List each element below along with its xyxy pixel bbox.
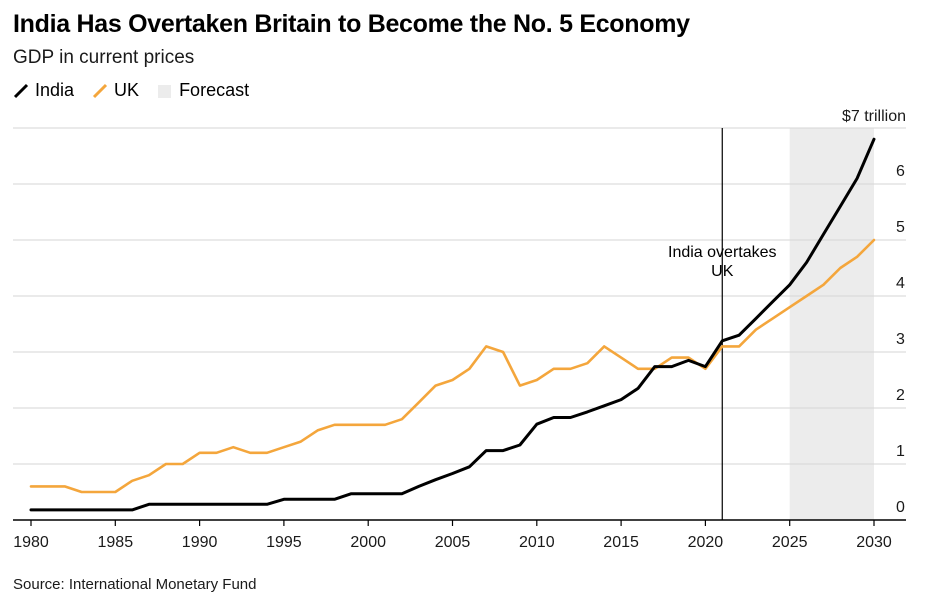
uk-swatch-icon — [92, 83, 108, 98]
x-tick-label-1985: 1985 — [98, 534, 134, 551]
x-tick-label-2015: 2015 — [603, 534, 639, 551]
legend-label-india: India — [35, 80, 75, 100]
annotation-text-line2: UK — [711, 263, 734, 280]
legend-label-forecast: Forecast — [179, 80, 250, 100]
india-swatch-icon — [13, 83, 29, 98]
x-tick-label-2010: 2010 — [519, 534, 555, 551]
annotation-text-line1: India overtakes — [668, 244, 777, 261]
legend-item-india: India — [13, 80, 74, 101]
y-tick-label-4: 4 — [896, 275, 905, 292]
chart-subtitle: GDP in current prices — [13, 47, 195, 68]
legend-item-uk: UK — [92, 80, 139, 101]
y-tick-label-0: 0 — [896, 499, 905, 516]
legend-label-uk: UK — [114, 80, 140, 100]
y-tick-label-5: 5 — [896, 219, 905, 236]
x-tick-label-1980: 1980 — [13, 534, 49, 551]
y-tick-label-1: 1 — [896, 443, 905, 460]
x-tick-label-2020: 2020 — [688, 534, 724, 551]
chart-title: India Has Overtaken Britain to Become th… — [13, 10, 690, 38]
x-tick-label-2000: 2000 — [350, 534, 386, 551]
x-tick-label-2025: 2025 — [772, 534, 808, 551]
forecast-swatch-icon — [158, 84, 172, 98]
y-tick-label-3: 3 — [896, 331, 905, 348]
y-tick-label-7: $7 trillion — [842, 108, 906, 125]
legend: India UK Forecast — [13, 80, 267, 101]
forecast-band — [789, 128, 874, 520]
series-line-uk — [29, 238, 876, 494]
x-tick-label-2030: 2030 — [856, 534, 892, 551]
series-line-india — [29, 137, 876, 512]
y-tick-label-6: 6 — [896, 163, 905, 180]
x-tick-label-2005: 2005 — [435, 534, 471, 551]
source-note: Source: International Monetary Fund — [13, 576, 257, 593]
y-tick-label-2: 2 — [896, 387, 905, 404]
legend-item-forecast: Forecast — [157, 80, 249, 101]
x-tick-label-1995: 1995 — [266, 534, 302, 551]
x-tick-label-1990: 1990 — [182, 534, 218, 551]
